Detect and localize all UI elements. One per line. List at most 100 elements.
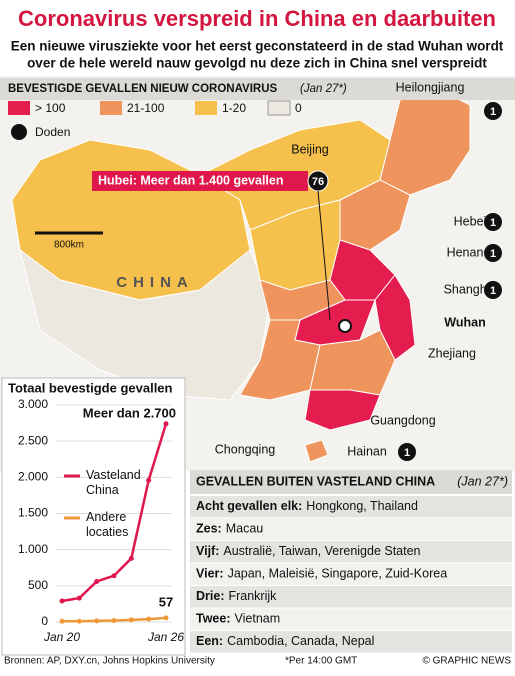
wuhan-marker	[338, 319, 352, 333]
y-tick-label: 1.000	[18, 542, 48, 556]
point	[111, 618, 117, 624]
row-value: Frankrijk	[228, 589, 277, 603]
legend-swatch	[8, 101, 30, 115]
table-row	[190, 496, 512, 518]
legend-label: 1-20	[222, 101, 246, 115]
row-label: Vier:	[196, 567, 224, 581]
point	[94, 618, 100, 624]
table-header	[190, 470, 512, 494]
table-date: (Jan 27*)	[457, 474, 508, 488]
place-label: Heilongjiang	[396, 80, 465, 94]
point	[128, 617, 134, 623]
legend-swatch	[267, 100, 291, 116]
place-label: Zhejiang	[428, 346, 476, 360]
row-text: Zes: Macau	[196, 522, 263, 536]
subtitle: Een nieuwe virusziekte voor het eerst ge…	[11, 39, 504, 54]
legend-date: (Jan 27*)	[300, 83, 347, 95]
death-count: 1	[490, 285, 496, 297]
chart-title: Totaal bevestigde gevallen	[8, 380, 173, 395]
place-label: Wuhan	[444, 315, 485, 329]
legend-word: locaties	[86, 525, 128, 539]
credit: © GRAPHIC NEWS	[423, 656, 512, 667]
row-label: Een:	[196, 634, 223, 648]
point	[94, 578, 100, 584]
row-label: Vijf:	[196, 544, 219, 558]
legend-label: > 100	[35, 101, 66, 115]
value-label: 57	[159, 594, 173, 609]
row-text: Vijf: Australië, Taiwan, Verenigde Staten	[196, 544, 421, 558]
row-text: Vier: Japan, Maleisië, Singapore, Zuid-Ko…	[196, 567, 447, 581]
row-text: Acht gevallen elk: Hongkong, Thailand	[196, 499, 418, 513]
point	[146, 477, 152, 483]
region	[19, 248, 271, 401]
legend-band	[0, 78, 515, 100]
legend-label: Doden	[35, 125, 70, 139]
point	[111, 573, 117, 579]
annotation: Meer dan 2.700	[83, 405, 176, 420]
row-value: Vietnam	[235, 612, 281, 626]
place-label: Beijing	[291, 142, 329, 156]
row-text: Een: Cambodia, Canada, Nepal	[196, 634, 374, 648]
point	[76, 618, 82, 624]
x-tick-label: Jan 20	[43, 630, 80, 644]
death-icon	[398, 443, 416, 461]
place-label: Hainan	[347, 444, 387, 458]
death-count: 76	[312, 176, 324, 188]
legend-label: Andere locaties	[86, 510, 128, 539]
legend-word: Vasteland	[86, 468, 141, 482]
death-count: 1	[404, 447, 410, 459]
region	[304, 439, 329, 463]
legend-swatch	[100, 101, 122, 115]
subtitle: over de hele wereld nauw gevolgd nu deze…	[27, 56, 487, 71]
callout-box	[92, 171, 308, 191]
row-text: Drie: Frankrijk	[196, 589, 277, 603]
footnote: *Per 14:00 GMT	[285, 656, 357, 667]
row-value: Australië, Taiwan, Verenigde Staten	[223, 544, 420, 558]
place-label: Henan	[447, 245, 484, 259]
y-tick-label: 500	[28, 578, 48, 592]
scale-label: 800km	[54, 240, 84, 251]
place-label: Hebei	[454, 214, 487, 228]
legend-title: Bevestigde gevallen nieuw coronavirus	[8, 83, 278, 95]
chart-box	[1, 377, 186, 656]
sources: Bronnen: AP, DXY.cn, Johns Hopkins Unive…	[4, 656, 215, 667]
row-value: Hongkong, Thailand	[306, 499, 418, 513]
death-count: 1	[490, 248, 496, 260]
y-tick-label: 2.000	[18, 470, 48, 484]
legend-label: Vasteland China	[86, 468, 141, 497]
table-row	[190, 586, 512, 608]
point	[128, 555, 134, 561]
legend-label: 21-100	[127, 101, 165, 115]
point	[76, 595, 82, 601]
point	[59, 618, 65, 624]
y-tick-label: 2.500	[18, 433, 48, 447]
table-row	[190, 608, 512, 630]
legend-swatch	[195, 101, 217, 115]
row-value: Macau	[226, 522, 264, 536]
table-row	[190, 631, 512, 653]
legend-word: Andere	[86, 510, 126, 524]
point	[59, 598, 65, 604]
region	[304, 389, 381, 431]
country-label: CHINA	[116, 274, 194, 291]
row-value: Cambodia, Canada, Nepal	[227, 634, 374, 648]
death-icon	[484, 213, 502, 231]
chart: 0 500 1.000 1.500 2.000 2.500 3.000 Jan 20 Jan 2…	[18, 397, 184, 644]
legend-label: 0	[295, 101, 302, 115]
death-icon	[484, 244, 502, 262]
point	[163, 421, 169, 427]
x-tick-label: Jan 26	[147, 630, 184, 644]
table-row	[190, 541, 512, 563]
title: Coronavirus verspreid in China en daarbu…	[18, 6, 496, 31]
place-label: Guangdong	[370, 413, 435, 427]
table-row	[190, 563, 512, 585]
death-icon	[484, 102, 502, 120]
table: Gevallen buiten vasteland China (Jan 27*)…	[190, 470, 512, 653]
table-row	[190, 518, 512, 540]
legend-word: China	[86, 483, 119, 497]
legend-death-icon	[11, 124, 27, 140]
row-label: Zes:	[196, 522, 222, 536]
y-tick-label: 1.500	[18, 506, 48, 520]
